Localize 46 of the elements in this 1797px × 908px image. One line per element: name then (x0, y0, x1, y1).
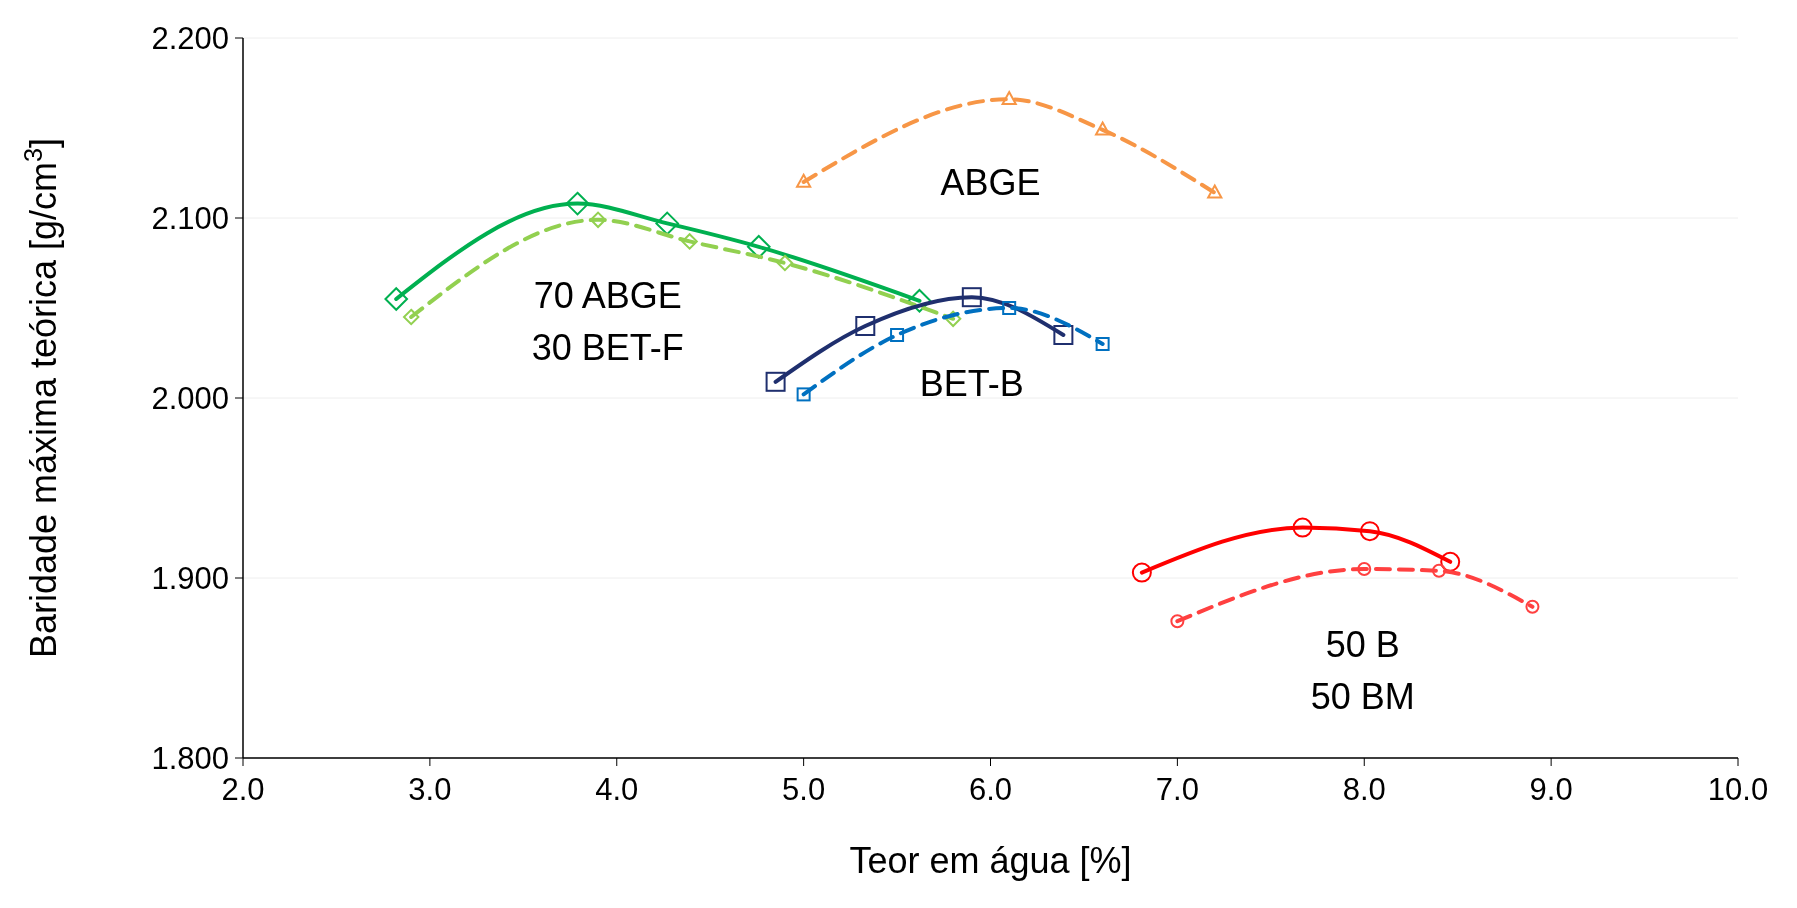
x-tick-label: 5.0 (782, 772, 826, 807)
point (1131, 562, 1152, 583)
annotation: BET-B (919, 363, 1024, 405)
point (776, 254, 794, 272)
point (1095, 337, 1110, 351)
x-axis-title: Teor em água [%] (849, 840, 1132, 881)
point (1053, 325, 1074, 345)
point (1207, 184, 1223, 199)
x-tick-label: 3.0 (408, 772, 452, 807)
point (890, 328, 905, 342)
x-tick-label: 7.0 (1155, 772, 1199, 807)
y-tick-label: 2.100 (151, 200, 229, 236)
x-tick-label: 4.0 (595, 772, 639, 807)
annotation: 70 ABGE 30 BET-F (531, 274, 684, 368)
y-tick-label: 2.000 (151, 380, 229, 416)
point (944, 310, 962, 327)
x-tick-label: 10.0 (1707, 772, 1769, 807)
point (655, 211, 680, 236)
point (855, 316, 876, 336)
y-tick-label: 1.900 (151, 560, 229, 596)
point (384, 287, 409, 311)
point (1095, 121, 1111, 136)
y-tick-label: 2.200 (151, 20, 229, 56)
point (1292, 517, 1313, 538)
annotation: 50 B 50 BM (1310, 623, 1415, 717)
point (961, 287, 982, 308)
point (1432, 563, 1446, 578)
point (796, 173, 812, 188)
point (1002, 301, 1017, 315)
point (765, 371, 786, 392)
point (565, 191, 590, 216)
point (1359, 521, 1380, 542)
x-tick-label: 6.0 (968, 772, 1013, 807)
point (1525, 599, 1540, 614)
point (1440, 551, 1461, 572)
point (402, 308, 420, 326)
point (796, 387, 811, 402)
point (681, 233, 698, 250)
point (1170, 614, 1185, 629)
x-tick-label: 8.0 (1342, 772, 1386, 807)
x-tick-label: 9.0 (1529, 772, 1573, 807)
annotation: ABGE (940, 161, 1041, 203)
point (907, 289, 932, 313)
point (1357, 562, 1372, 576)
point (589, 211, 607, 228)
point (1001, 91, 1017, 105)
